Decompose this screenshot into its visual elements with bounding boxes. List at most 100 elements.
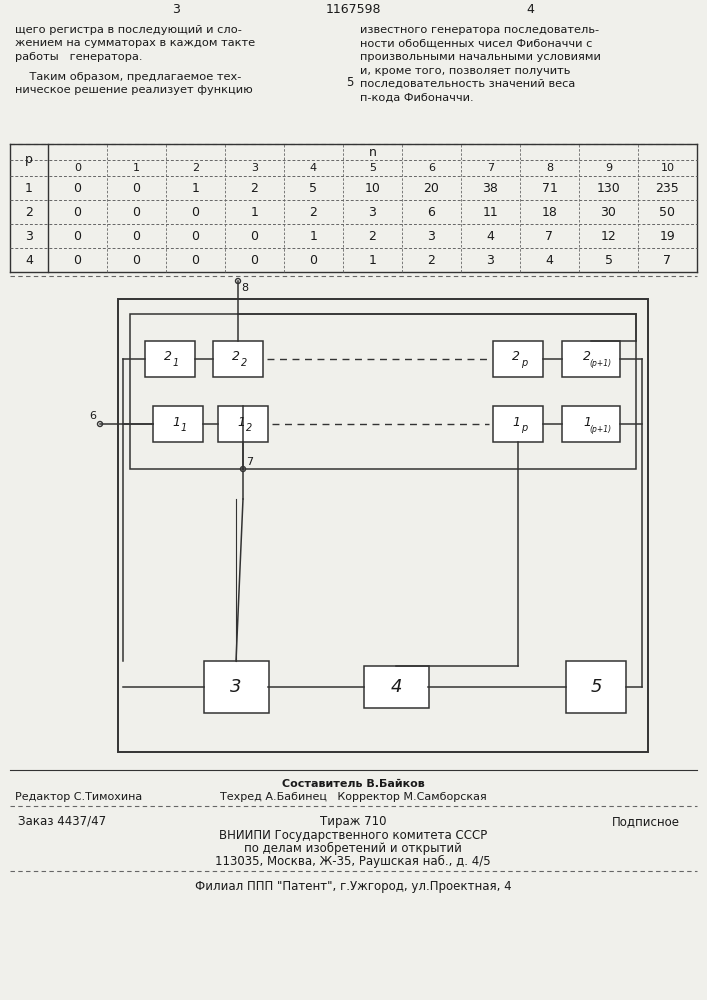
Bar <box>218 406 268 442</box>
Text: Заказ 4437/47: Заказ 4437/47 <box>18 815 106 828</box>
Text: 2: 2 <box>25 206 33 219</box>
Text: 3: 3 <box>230 678 242 696</box>
Text: 19: 19 <box>660 230 675 242</box>
Text: 6: 6 <box>428 163 435 173</box>
Text: 2: 2 <box>428 253 436 266</box>
Text: 1: 1 <box>368 253 376 266</box>
Text: 4: 4 <box>486 230 494 242</box>
Text: 5: 5 <box>369 163 376 173</box>
Bar <box>118 299 648 752</box>
Text: последовательность значений веса: последовательность значений веса <box>360 79 575 89</box>
Text: работы   генератора.: работы генератора. <box>15 52 143 62</box>
Bar <box>153 406 203 442</box>
Text: 18: 18 <box>542 206 557 219</box>
Text: 3: 3 <box>172 3 180 16</box>
Text: 0: 0 <box>74 163 81 173</box>
Text: 2: 2 <box>246 423 252 433</box>
Text: 50: 50 <box>660 206 675 219</box>
Text: 0: 0 <box>192 230 199 242</box>
Text: 5: 5 <box>310 182 317 194</box>
Text: 2: 2 <box>512 351 520 363</box>
Text: п-кода Фибоначчи.: п-кода Фибоначчи. <box>360 93 474 103</box>
Text: 4: 4 <box>526 3 534 16</box>
Text: 12: 12 <box>601 230 617 242</box>
Text: 1: 1 <box>173 358 179 368</box>
Text: 20: 20 <box>423 182 440 194</box>
Text: 2: 2 <box>310 206 317 219</box>
Text: 3: 3 <box>251 163 258 173</box>
Text: 7: 7 <box>487 163 494 173</box>
Text: и, кроме того, позволяет получить: и, кроме того, позволяет получить <box>360 66 571 76</box>
Text: 4: 4 <box>310 163 317 173</box>
Text: 1: 1 <box>310 230 317 242</box>
Text: 1: 1 <box>25 182 33 194</box>
Text: 1: 1 <box>181 423 187 433</box>
Text: 3: 3 <box>486 253 494 266</box>
Text: 1: 1 <box>583 416 591 428</box>
Text: 11: 11 <box>483 206 498 219</box>
Bar <box>493 406 543 442</box>
Text: 3: 3 <box>368 206 376 219</box>
Text: 0: 0 <box>132 206 141 219</box>
Text: 113035, Москва, Ж-35, Раушская наб., д. 4/5: 113035, Москва, Ж-35, Раушская наб., д. … <box>215 855 491 868</box>
Text: 1: 1 <box>237 416 245 428</box>
Text: p: p <box>521 358 527 368</box>
Text: 0: 0 <box>192 253 199 266</box>
Text: 4: 4 <box>390 678 402 696</box>
Text: (p+1): (p+1) <box>589 360 611 368</box>
Text: 5: 5 <box>346 76 354 89</box>
Text: 0: 0 <box>250 230 259 242</box>
Text: 0: 0 <box>132 182 141 194</box>
Bar <box>145 341 195 377</box>
Text: 5: 5 <box>604 253 612 266</box>
Bar <box>204 661 269 713</box>
Text: 38: 38 <box>483 182 498 194</box>
Text: известного генератора последователь-: известного генератора последователь- <box>360 25 599 35</box>
Text: 1: 1 <box>172 416 180 428</box>
Text: щего регистра в последующий и сло-: щего регистра в последующий и сло- <box>15 25 242 35</box>
Text: 2: 2 <box>583 351 591 363</box>
Text: Техред А.Бабинец   Корректор М.Самборская: Техред А.Бабинец Корректор М.Самборская <box>220 792 486 802</box>
Text: 1: 1 <box>250 206 259 219</box>
Text: 0: 0 <box>132 230 141 242</box>
Text: p: p <box>521 423 527 433</box>
Text: Подписное: Подписное <box>612 815 680 828</box>
Text: 8: 8 <box>546 163 553 173</box>
Text: 2: 2 <box>241 358 247 368</box>
Bar <box>562 341 620 377</box>
Text: 7: 7 <box>246 457 253 467</box>
Text: (p+1): (p+1) <box>589 424 611 434</box>
Text: 0: 0 <box>250 253 259 266</box>
Text: 6: 6 <box>428 206 436 219</box>
Text: 2: 2 <box>368 230 376 242</box>
Text: 7: 7 <box>546 230 554 242</box>
Text: Составитель В.Байков: Составитель В.Байков <box>281 779 424 789</box>
Text: 4: 4 <box>546 253 554 266</box>
Text: ническое решение реализует функцию: ническое решение реализует функцию <box>15 85 252 95</box>
Text: 1: 1 <box>192 182 199 194</box>
Text: 0: 0 <box>310 253 317 266</box>
Text: 3: 3 <box>25 230 33 242</box>
Text: Редактор С.Тимохина: Редактор С.Тимохина <box>15 792 142 802</box>
Bar <box>493 341 543 377</box>
Text: 4: 4 <box>25 253 33 266</box>
Text: 0: 0 <box>74 230 81 242</box>
Text: 10: 10 <box>660 163 674 173</box>
Text: 0: 0 <box>192 206 199 219</box>
Text: ности обобщенных чисел Фибоначчи с: ности обобщенных чисел Фибоначчи с <box>360 38 592 48</box>
Text: 3: 3 <box>428 230 436 242</box>
Bar <box>562 406 620 442</box>
Bar <box>363 666 428 708</box>
Text: 0: 0 <box>132 253 141 266</box>
Text: p: p <box>25 153 33 166</box>
Text: ВНИИПИ Государственного комитета СССР: ВНИИПИ Государственного комитета СССР <box>219 829 487 842</box>
Text: 7: 7 <box>663 253 672 266</box>
Text: произвольными начальными условиями: произвольными начальными условиями <box>360 52 601 62</box>
Text: Филиал ППП "Патент", г.Ужгород, ул.Проектная, 4: Филиал ППП "Патент", г.Ужгород, ул.Проек… <box>194 880 511 893</box>
Bar <box>213 341 263 377</box>
Text: 0: 0 <box>74 182 81 194</box>
Text: 0: 0 <box>74 253 81 266</box>
Text: жением на сумматорах в каждом такте: жением на сумматорах в каждом такте <box>15 38 255 48</box>
Text: по делам изобретений и открытий: по делам изобретений и открытий <box>244 842 462 855</box>
Bar <box>566 661 626 713</box>
